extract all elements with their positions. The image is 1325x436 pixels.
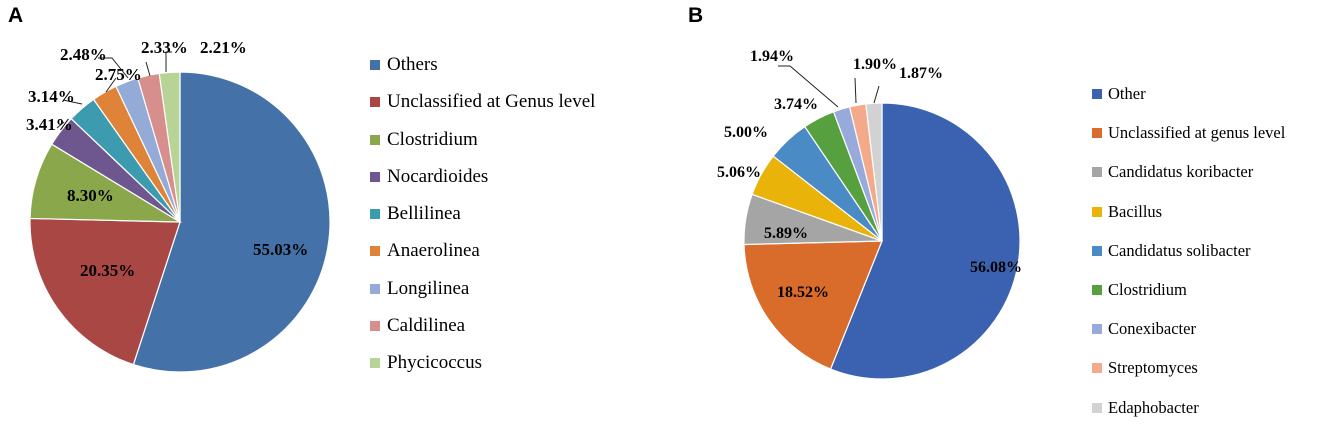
- legend-label: Bellilinea: [387, 203, 461, 224]
- pie-a-leader-anaerolinea: [105, 77, 117, 93]
- pie-b-data-label-clostridium: 3.74%: [774, 96, 818, 113]
- legend-label: Clostridium: [387, 128, 478, 150]
- legend-label: Streptomyces: [1108, 358, 1198, 378]
- pie-a-data-label-clostridium: 8.30%: [67, 186, 114, 205]
- pie-a-slice-others: [132, 71, 331, 373]
- legend-swatch: [1092, 206, 1102, 217]
- legend-label: Clostridium: [1108, 279, 1187, 299]
- pie-a-legend-item-caldilinea: Caldilinea: [370, 313, 595, 350]
- legend-swatch: [370, 97, 380, 108]
- legend-swatch: [1092, 402, 1102, 413]
- legend-label: Phycicoccus: [387, 352, 482, 373]
- legend-a: Others Unclassified at Genus level Clostri…: [370, 52, 595, 387]
- pie-a-legend-item-nocardioides: Nocardioides: [370, 164, 595, 201]
- legend-label: Candidatus solibacter: [1108, 240, 1251, 260]
- legend-label: Unclassified at Genus level: [387, 91, 596, 113]
- pie-a-slice-phycicoccus: [158, 71, 181, 223]
- legend-label: Unclassified at genus level: [1108, 123, 1286, 143]
- legend-swatch: [370, 209, 380, 219]
- panel-b-letter: B: [688, 4, 704, 27]
- legend-swatch: [370, 246, 380, 257]
- pie-b-legend-item-candidatus-koribacter: Candidatus koribacter: [1092, 160, 1285, 199]
- pie-a-leader-nocardioides: [56, 121, 65, 129]
- legend-label: Anaerolinea: [387, 240, 480, 262]
- pie-b-legend-item-candidatus-solibacter: Candidatus solibacter: [1092, 239, 1285, 278]
- legend-label: Others: [387, 54, 438, 75]
- pie-b-slice-unclassified-at-genus-level: [743, 240, 883, 370]
- legend-label: Candidatus koribacter: [1108, 162, 1254, 182]
- pie-b-data-label-candidatus-koribacter: 5.89%: [764, 225, 808, 242]
- legend-swatch: [370, 283, 380, 294]
- pie-b-data-label-bacillus: 5.06%: [717, 164, 761, 181]
- legend-label: Bacillus: [1108, 201, 1163, 221]
- pie-a-data-label-nocardioides: 3.41%: [26, 115, 73, 134]
- legend-swatch: [1092, 128, 1102, 139]
- legend-swatch: [370, 60, 380, 70]
- pie-a-legend-item-anaerolinea: Anaerolinea: [370, 238, 595, 275]
- pie-b-legend-item-conexibacter: Conexibacter: [1092, 317, 1285, 356]
- pie-b-legend-item-streptomyces: Streptomyces: [1092, 356, 1285, 395]
- pie-a-data-label-bellilinea: 3.14%: [28, 87, 75, 106]
- legend-swatch: [370, 134, 380, 145]
- pie-a-data-label-phycicoccus: 2.21%: [200, 38, 247, 57]
- pie-a-leader-bellilinea: [62, 99, 83, 105]
- pie-b-legend-item-unclassified-at-genus-level: Unclassified at genus level: [1092, 121, 1285, 160]
- legend-swatch: [1092, 89, 1102, 99]
- pie-b-data-label-edaphobacter: 1.87%: [899, 65, 943, 82]
- pie-b-data-label-other: 56.08%: [970, 259, 1022, 276]
- legend-swatch: [1092, 167, 1102, 178]
- pie-b-slice-edaphobacter: [865, 102, 883, 242]
- pie-a-legend-item-others: Others: [370, 52, 595, 89]
- legend-swatch: [1092, 245, 1102, 256]
- legend-label: Nocardioides: [387, 165, 489, 187]
- pie-b-legend-item-edaphobacter: Edaphobacter: [1092, 396, 1285, 435]
- legend-label: Conexibacter: [1108, 319, 1196, 339]
- legend-swatch: [370, 358, 380, 368]
- legend-swatch: [1092, 363, 1102, 374]
- legend-b: Other Unclassified at genus level Candidat…: [1092, 82, 1285, 435]
- pie-b-data-label-streptomyces: 1.90%: [853, 56, 897, 73]
- legend-label: Longilinea: [387, 277, 470, 299]
- pie-chart-a: 55.03% 20.35% 8.30% 3.41% 3.14% 2.75%2.48% 2.3…: [26, 38, 331, 373]
- legend-label: Caldilinea: [387, 314, 466, 336]
- pie-a-legend-item-phycicoccus: Phycicoccus: [370, 350, 595, 387]
- pie-chart-b: 56.08% 18.52% 5.89% 5.06% 5.00% 3.74% 1.94% 1.9…: [717, 48, 1022, 380]
- pie-a-data-label-longilinea: 2.48%: [60, 45, 107, 64]
- pie-a-legend-item-longilinea: Longilinea: [370, 276, 595, 313]
- pie-a-legend-item-clostridium: Clostridium: [370, 127, 595, 164]
- legend-label: Other: [1108, 84, 1146, 103]
- legend-swatch: [1092, 324, 1102, 335]
- pie-a-legend-item-unclassified-at-genus-level: Unclassified at Genus level: [370, 89, 595, 126]
- pie-b-leader-conexibacter: [778, 65, 839, 108]
- pie-b-leader-edaphobacter: [873, 85, 880, 104]
- pie-a-legend-item-bellilinea: Bellilinea: [370, 201, 595, 238]
- pie-a-data-label-anaerolinea: 2.75%: [95, 65, 142, 84]
- pie-b-legend-item-other: Other: [1092, 82, 1285, 121]
- pie-a-data-label-caldilinea: 2.33%: [141, 38, 188, 57]
- pie-b-data-label-conexibacter: 1.94%: [750, 48, 794, 65]
- pie-b-data-label-candidatus-solibacter: 5.00%: [724, 124, 768, 141]
- legend-swatch: [1092, 284, 1102, 295]
- pie-b-legend-item-bacillus: Bacillus: [1092, 200, 1285, 239]
- pie-a-leader-caldilinea: [145, 61, 151, 77]
- pie-b-slice-other: [829, 102, 1021, 380]
- legend-swatch: [370, 320, 380, 331]
- pie-a-data-label-unclassified-at-genus-level: 20.35%: [80, 261, 135, 280]
- pie-b-leader-streptomyces: [854, 77, 857, 104]
- pie-b-legend-item-clostridium: Clostridium: [1092, 278, 1285, 317]
- legend-label: Edaphobacter: [1108, 397, 1199, 417]
- legend-swatch: [370, 171, 380, 182]
- pie-b-data-label-unclassified-at-genus-level: 18.52%: [777, 284, 829, 301]
- panel-a-letter: A: [8, 4, 24, 27]
- pie-a-leader-phycicoccus: [165, 51, 172, 72]
- pie-a-data-label-others: 55.03%: [253, 240, 308, 259]
- pie-a-slice-unclassified-at-genus-level: [29, 217, 181, 366]
- pie-a-leader-longilinea: [98, 57, 129, 79]
